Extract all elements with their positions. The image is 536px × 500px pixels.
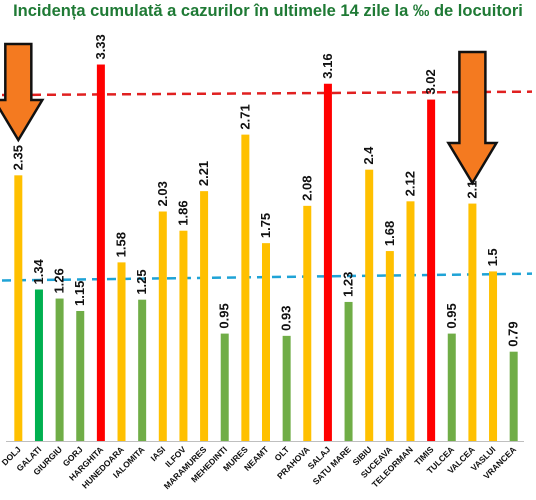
bar-mehedinti xyxy=(220,333,229,441)
value-label: 1.34 xyxy=(31,258,46,284)
reference-line-1 xyxy=(1,90,533,97)
value-label: 2.21 xyxy=(196,161,211,186)
value-label: 2.08 xyxy=(299,176,314,201)
value-label: 2.71 xyxy=(237,104,252,129)
reference-lines xyxy=(1,90,533,282)
bar-maramures xyxy=(200,191,209,441)
bar-hunedoara xyxy=(117,262,126,441)
value-label: 1.15 xyxy=(72,281,87,306)
bar-harghita xyxy=(96,64,105,442)
bar-suceava xyxy=(385,251,394,441)
arrow-down-icon xyxy=(446,50,499,186)
arrows xyxy=(0,42,499,186)
bar-iasi xyxy=(158,211,167,441)
value-label: 1.26 xyxy=(52,268,67,293)
bar-gorj xyxy=(76,310,85,441)
bar-ilfov xyxy=(179,230,188,441)
value-label: 3.33 xyxy=(93,34,108,59)
value-label: 0.95 xyxy=(217,303,232,328)
value-label: 3.16 xyxy=(320,53,335,78)
value-label: 1.23 xyxy=(341,272,356,297)
value-label: 0.95 xyxy=(444,303,459,328)
value-label: 1.5 xyxy=(485,248,500,266)
category-labels: DOLJGALATIGIURGIUGORJHARGHITAHUNEDOARAIA… xyxy=(0,444,518,491)
bar-timis xyxy=(427,99,436,442)
bar-ialomita xyxy=(138,299,147,441)
bar-satu-mare xyxy=(344,301,353,441)
value-label: 2.4 xyxy=(361,146,376,165)
bar-vrancea xyxy=(509,351,518,441)
value-label: 2.12 xyxy=(402,171,417,196)
bar-vaslui xyxy=(489,271,498,441)
bar-olt xyxy=(282,335,291,441)
bar-neamt xyxy=(262,243,270,441)
bar-mures xyxy=(241,134,250,441)
bar-dolj xyxy=(14,175,23,441)
value-label: 3.02 xyxy=(423,69,438,94)
bar-giurgiu xyxy=(55,298,64,441)
value-label: 1.25 xyxy=(134,269,149,294)
chart-title: Incidența cumulată a cazurilor în ultime… xyxy=(13,2,523,20)
value-label: 1.86 xyxy=(175,200,190,225)
value-label: 1.75 xyxy=(258,213,273,238)
value-label: 1.58 xyxy=(114,232,129,257)
value-label: 1.68 xyxy=(382,221,397,246)
value-label: 2.1 xyxy=(464,181,479,199)
bar-teleorman xyxy=(406,201,415,441)
bar-salaj xyxy=(323,83,332,441)
value-label: 2.03 xyxy=(155,181,170,206)
bar-valcea xyxy=(468,203,477,441)
bar-tulcea xyxy=(447,333,456,441)
value-label: 2.35 xyxy=(10,145,25,170)
value-labels: 2.35 1.34 1.26 1.15 3.33 1.58 1.25 2.03 1.86 2.21… xyxy=(10,34,520,346)
bar-galati xyxy=(34,289,43,441)
bars xyxy=(14,64,518,442)
bar-sibiu xyxy=(365,169,374,441)
reference-line-2 xyxy=(1,272,533,282)
value-label: 0.93 xyxy=(279,306,294,331)
value-label: 0.79 xyxy=(506,321,521,346)
arrow-down-icon xyxy=(0,42,45,143)
bar-prahova xyxy=(303,205,312,441)
